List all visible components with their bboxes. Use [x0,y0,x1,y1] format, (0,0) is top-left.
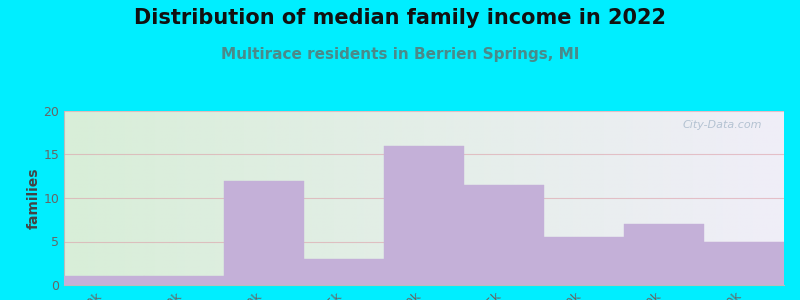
Text: Distribution of median family income in 2022: Distribution of median family income in … [134,8,666,28]
Bar [144,276,224,285]
Bar [544,237,624,285]
Text: Multirace residents in Berrien Springs, MI: Multirace residents in Berrien Springs, … [221,46,579,62]
Bar [464,185,544,285]
Bar [64,276,144,285]
Text: City-Data.com: City-Data.com [683,120,762,130]
Bar [624,224,704,285]
Bar [704,242,784,285]
Bar [224,181,304,285]
Y-axis label: families: families [26,167,41,229]
Bar [304,259,384,285]
Bar [384,146,464,285]
